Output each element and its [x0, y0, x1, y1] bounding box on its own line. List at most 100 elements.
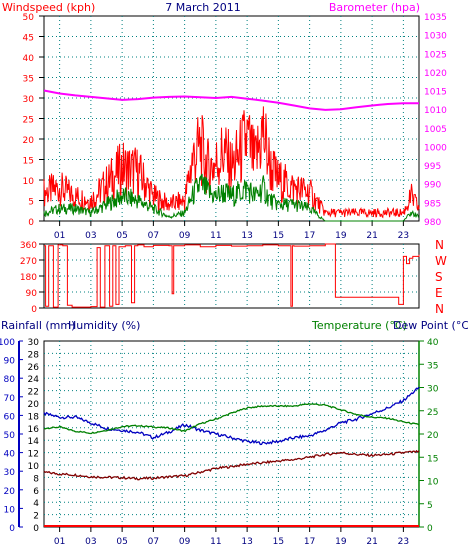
windspeed-tick-label: 5: [28, 198, 34, 208]
dewpoint-axis-title: Dew Point (°C): [393, 319, 468, 332]
x-tick-label: 13: [241, 537, 252, 547]
humidity-tick-label: 20: [4, 487, 16, 497]
x-tick-label: 03: [85, 537, 96, 547]
barometer-tick-label: 1025: [424, 50, 447, 60]
temperature-tick-label: 10: [427, 478, 439, 488]
barometer-tick-label: 1035: [424, 13, 447, 23]
windspeed-tick-label: 15: [23, 157, 34, 167]
barometer-tick-label: 1005: [424, 125, 447, 135]
humidity-series: [43, 386, 420, 446]
x-tick-label: 03: [85, 231, 96, 241]
windspeed-tick-label: 35: [23, 75, 34, 85]
wind-direction-series: [44, 243, 420, 308]
rainfall-tick-label: 10: [28, 462, 40, 472]
compass-label: W: [435, 254, 447, 268]
windspeed-tick-label: 25: [23, 116, 34, 126]
windspeed-tick-label: 45: [23, 34, 34, 44]
wind-average-series: [43, 173, 420, 222]
windspeed-axis-title: Windspeed (kph): [2, 1, 95, 14]
rainfall-tick-label: 14: [28, 437, 40, 447]
compass-label: N: [435, 238, 444, 252]
rainfall-tick-label: 18: [28, 412, 40, 422]
barometer-tick-label: 990: [424, 181, 441, 191]
direction-tick-label: 180: [20, 273, 37, 283]
barometer-tick-label: 1030: [424, 32, 447, 42]
windspeed-tick-label: 20: [23, 136, 35, 146]
x-tick-label: 07: [148, 537, 159, 547]
x-tick-label: 17: [304, 537, 315, 547]
windspeed-tick-label: 40: [23, 54, 35, 64]
x-tick-label: 07: [148, 231, 159, 241]
barometer-series: [43, 89, 419, 111]
direction-tick-label: 90: [26, 289, 38, 299]
rainfall-tick-label: 20: [28, 400, 40, 410]
barometer-tick-label: 1020: [424, 69, 447, 79]
x-tick-label: 23: [398, 537, 409, 547]
temperature-tick-label: 5: [427, 501, 433, 511]
windspeed-tick-label: 30: [23, 95, 35, 105]
direction-tick-label: 0: [31, 305, 37, 315]
compass-label: S: [435, 270, 443, 284]
x-tick-label: 15: [273, 537, 284, 547]
temperature-tick-label: 35: [427, 361, 438, 371]
wind-barometer-panel: 0510152025303540455098098599099510001005…: [23, 13, 448, 241]
rainfall-tick-label: 22: [28, 388, 39, 398]
plot-area: [43, 340, 420, 528]
humidity-tick-label: 80: [4, 375, 16, 385]
rainfall-axis-title: Rainfall (mm): [1, 319, 75, 332]
temperature-tick-label: 15: [427, 454, 438, 464]
x-tick-label: 01: [54, 231, 65, 241]
temperature-axis-title: Temperature (°C): [311, 319, 407, 332]
barometer-tick-label: 985: [424, 199, 441, 209]
barometer-tick-label: 1015: [424, 88, 447, 98]
temperature-tick-label: 0: [427, 524, 433, 534]
temperature-tick-label: 25: [427, 408, 438, 418]
windspeed-tick-label: 10: [23, 177, 35, 187]
windspeed-tick-label: 0: [28, 218, 34, 228]
rainfall-tick-label: 28: [28, 350, 40, 360]
rainfall-tick-label: 8: [33, 474, 39, 484]
direction-tick-label: 360: [20, 241, 37, 251]
humidity-tick-label: 40: [4, 450, 16, 460]
barometer-tick-label: 995: [424, 162, 441, 172]
windspeed-tick-label: 50: [23, 13, 35, 23]
x-tick-label: 19: [335, 231, 347, 241]
temperature-humidity-panel: 0102030405060708090100024681012141618202…: [0, 338, 439, 547]
x-tick-label: 09: [179, 537, 191, 547]
x-tick-label: 21: [366, 231, 377, 241]
humidity-tick-label: 60: [4, 412, 16, 422]
rainfall-tick-label: 16: [28, 425, 40, 435]
x-tick-label: 05: [116, 537, 127, 547]
barometer-axis-title: Barometer (hpa): [329, 1, 420, 14]
compass-label: E: [435, 286, 443, 300]
x-tick-label: 15: [273, 231, 284, 241]
x-tick-label: 17: [304, 231, 315, 241]
humidity-tick-label: 70: [4, 394, 16, 404]
rainfall-tick-label: 0: [33, 524, 39, 534]
x-tick-label: 01: [54, 537, 65, 547]
humidity-tick-label: 50: [4, 431, 16, 441]
x-tick-label: 11: [210, 537, 221, 547]
chart-date-title: 7 March 2011: [165, 1, 241, 14]
compass-label: N: [435, 302, 444, 316]
humidity-tick-label: 100: [0, 338, 15, 348]
temperature-tick-label: 40: [427, 338, 439, 348]
rainfall-tick-label: 6: [33, 487, 39, 497]
humidity-axis-title: Humidity (%): [68, 319, 140, 332]
x-tick-label: 23: [398, 231, 409, 241]
wind-gust-series: [43, 106, 420, 219]
temperature-tick-label: 30: [427, 385, 439, 395]
barometer-tick-label: 1010: [424, 106, 447, 116]
direction-tick-label: 270: [20, 257, 37, 267]
barometer-tick-label: 1000: [424, 143, 447, 153]
dewpoint-series: [43, 449, 420, 481]
x-tick-label: 09: [179, 231, 191, 241]
rainfall-tick-label: 4: [33, 499, 39, 509]
x-tick-label: 11: [210, 231, 221, 241]
x-tick-label: 21: [366, 537, 377, 547]
humidity-tick-label: 90: [4, 357, 16, 367]
x-tick-label: 05: [116, 231, 127, 241]
humidity-tick-label: 10: [4, 505, 16, 515]
